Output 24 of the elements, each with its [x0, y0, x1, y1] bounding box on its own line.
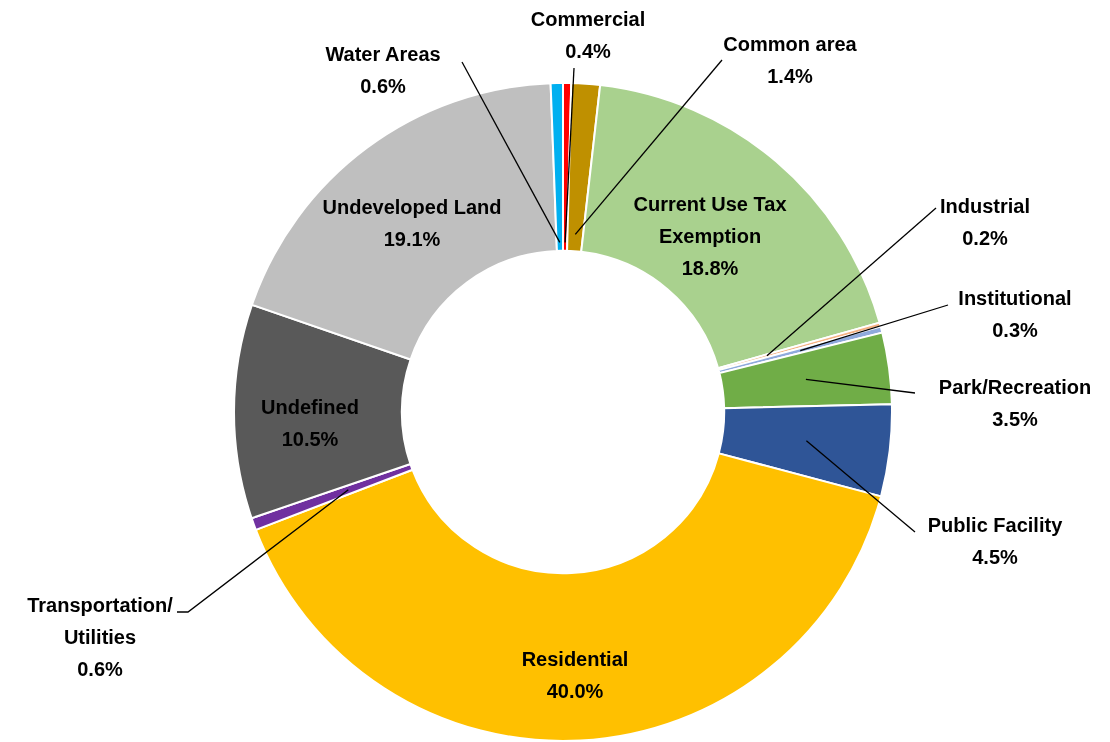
slice-label: Water Areas	[325, 42, 441, 65]
slice-label: Commercial	[530, 7, 646, 30]
slice-label: Public Facility	[927, 513, 1064, 536]
slice-label: Residential	[521, 647, 629, 670]
slice-label: Transportation/Utilities	[27, 593, 174, 648]
data-label: 10.5%	[281, 427, 339, 450]
slice-label: Industrial	[939, 194, 1031, 217]
data-label: 0.2%	[962, 226, 1009, 249]
slice-label: Undeveloped Land	[322, 195, 502, 218]
data-label: 0.4%	[565, 39, 612, 62]
data-label: 0.3%	[992, 318, 1039, 341]
slice-label: Park/Recreation	[938, 375, 1092, 398]
data-label: 18.8%	[681, 256, 739, 279]
data-label: 19.1%	[383, 227, 441, 250]
data-label: 40.0%	[546, 679, 604, 702]
data-label: 3.5%	[992, 407, 1039, 430]
slice-label: Common area	[723, 32, 858, 55]
data-label: 0.6%	[360, 74, 407, 97]
data-label: 4.5%	[972, 545, 1019, 568]
slice-label: Current Use Tax Exemption	[633, 192, 787, 247]
data-label: 0.6%	[77, 657, 124, 680]
slice-label: Undefined	[261, 395, 359, 418]
slice-label: Institutional	[958, 286, 1072, 309]
data-label: 1.4%	[767, 64, 814, 87]
